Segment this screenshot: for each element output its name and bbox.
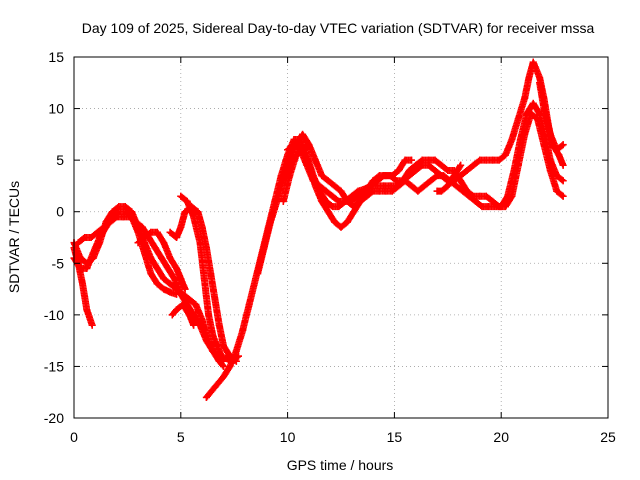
series-track-e — [134, 228, 189, 293]
x-tick-label: 15 — [387, 429, 403, 445]
y-tick-label: -20 — [44, 410, 64, 426]
series-track-m — [433, 161, 465, 195]
x-tick-label: 0 — [70, 429, 78, 445]
x-tick-labels: 0 5 10 15 20 25 — [70, 429, 616, 445]
series-trace — [536, 79, 567, 154]
x-tick-label: 10 — [280, 429, 296, 445]
y-tick-label: 15 — [48, 49, 64, 65]
y-tick-label: 10 — [48, 101, 64, 117]
chart-title: Day 109 of 2025, Sidereal Day-to-day VTE… — [82, 20, 595, 36]
series-trace — [74, 213, 227, 370]
series-trace — [168, 301, 198, 329]
axis-ticks — [73, 56, 609, 419]
y-tick-label: -10 — [44, 307, 64, 323]
plot-frame — [73, 56, 609, 419]
series-trace — [134, 228, 189, 293]
series-trace — [177, 192, 227, 365]
series-trace — [433, 161, 465, 195]
series-trace — [254, 130, 415, 278]
y-tick-label: -5 — [52, 255, 65, 271]
y-tick-labels: -20 -15 -10 -5 0 5 10 15 — [44, 49, 64, 426]
series-track-l — [254, 130, 415, 278]
y-axis-label: SDTVAR / TECUs — [6, 181, 22, 293]
x-tick-label: 25 — [600, 429, 616, 445]
series-track-d — [74, 213, 228, 370]
series-track-k — [284, 110, 567, 211]
x-tick-label: 5 — [177, 429, 185, 445]
data-points — [70, 58, 567, 401]
series-trace — [284, 110, 567, 211]
y-tick-label: -15 — [44, 358, 64, 374]
series-track-g — [177, 192, 228, 365]
y-tick-label: 0 — [56, 204, 64, 220]
y-tick-label: 5 — [56, 152, 64, 168]
x-tick-label: 20 — [493, 429, 509, 445]
series-track-h — [168, 301, 198, 329]
x-axis-label: GPS time / hours — [287, 457, 394, 473]
series-track-n — [536, 79, 567, 154]
